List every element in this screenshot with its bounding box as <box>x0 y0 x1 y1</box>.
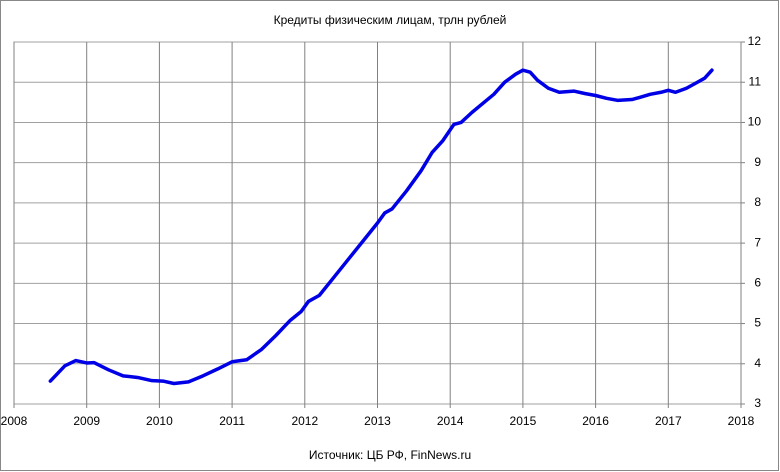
y-tick-label: 8 <box>754 195 761 209</box>
x-tick-label: 2017 <box>655 414 682 428</box>
y-tick-label: 5 <box>754 316 761 330</box>
y-tick-label: 12 <box>748 34 762 48</box>
y-tick-label: 3 <box>754 396 761 410</box>
x-tick-label: 2015 <box>510 414 537 428</box>
x-tick-label: 2010 <box>146 414 173 428</box>
x-tick-label: 2016 <box>582 414 609 428</box>
x-tick-label: 2009 <box>73 414 100 428</box>
y-tick-label: 4 <box>754 356 761 370</box>
x-tick-label: 2013 <box>364 414 391 428</box>
y-tick-label: 10 <box>748 115 762 129</box>
source-note: Источник: ЦБ РФ, FinNews.ru <box>309 448 471 462</box>
chart-title: Кредиты физическим лицам, трлн рублей <box>274 13 507 27</box>
y-tick-label: 6 <box>754 276 761 290</box>
y-tick-label: 11 <box>749 74 762 88</box>
data-line <box>48 68 714 386</box>
x-tick-label: 2014 <box>437 414 464 428</box>
x-tick-label: 2012 <box>291 414 318 428</box>
x-tick-label: 2011 <box>219 414 245 428</box>
y-tick-label: 7 <box>754 235 761 249</box>
x-tick-label: 2008 <box>1 414 28 428</box>
y-tick-label: 9 <box>754 155 761 169</box>
x-tick-label: 2018 <box>728 414 755 428</box>
